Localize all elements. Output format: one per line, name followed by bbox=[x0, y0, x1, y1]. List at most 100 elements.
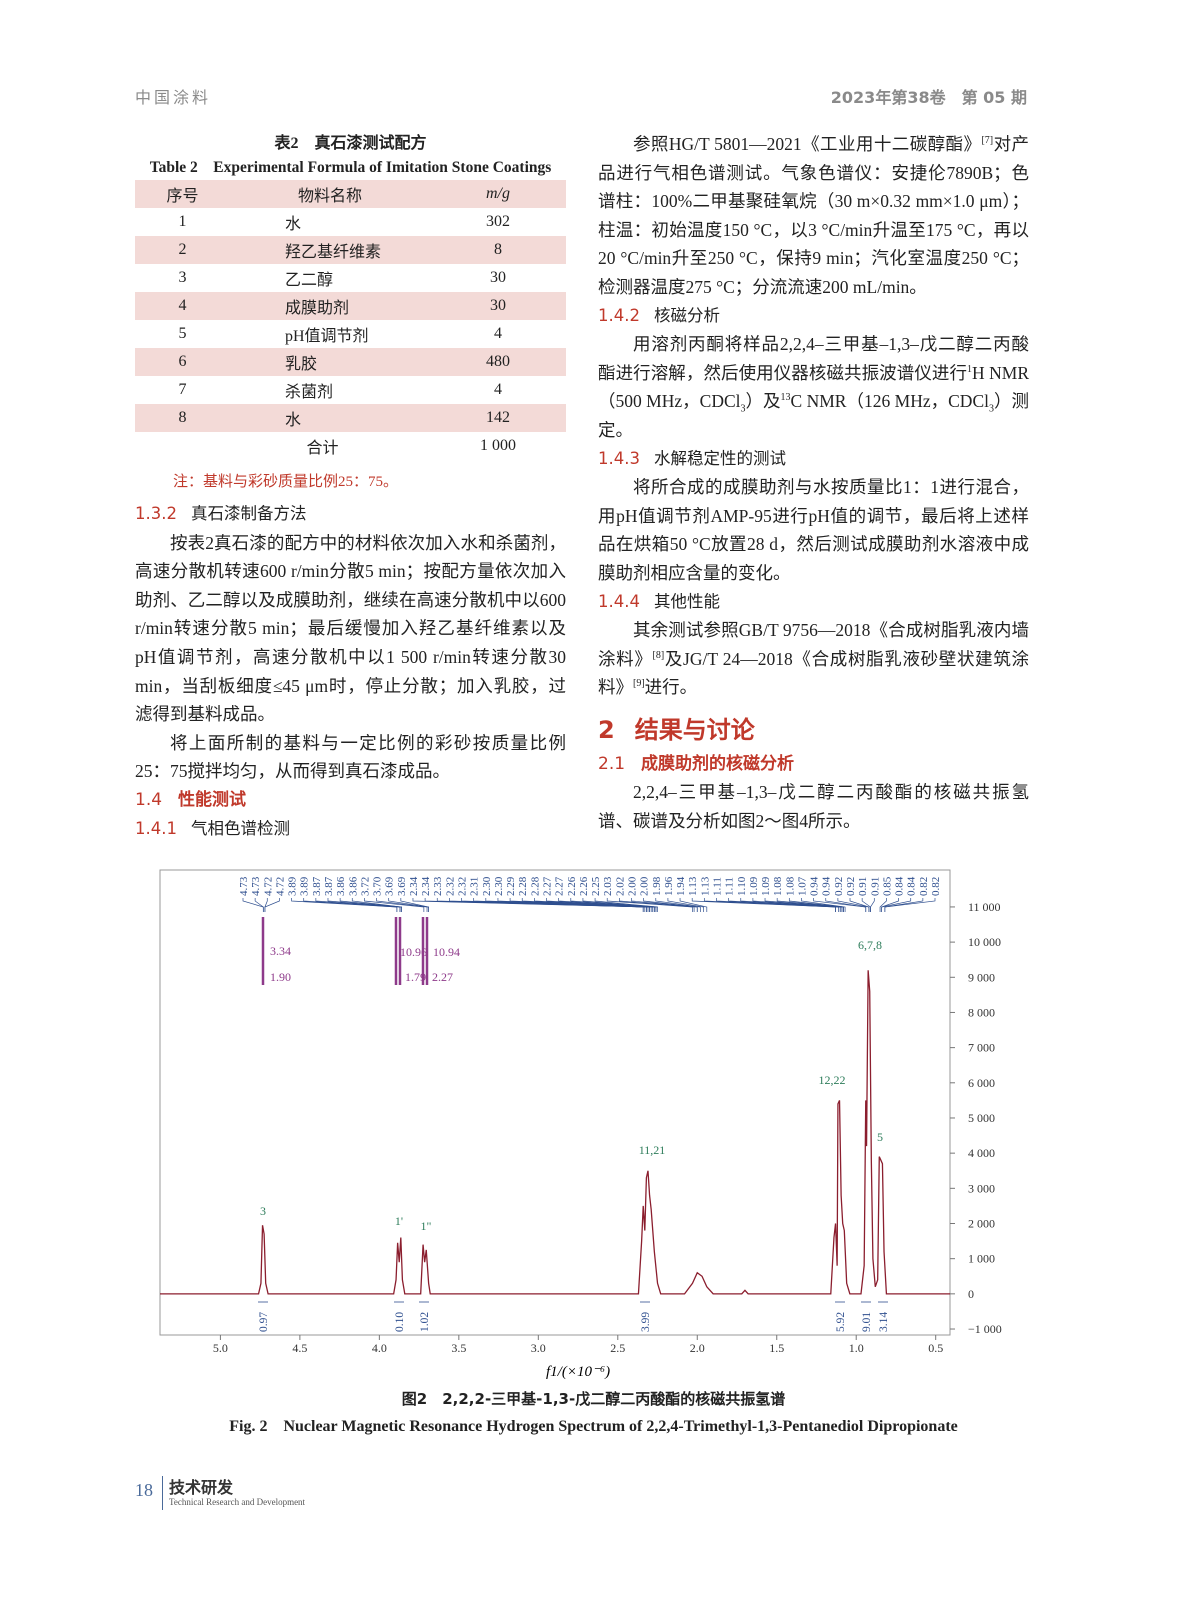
x-tick-label: 1.5 bbox=[769, 1341, 784, 1355]
shift-label: 4.72 bbox=[262, 877, 274, 896]
text: 及JG/T 24—2018《合成树脂乳液砂壁状建筑涂料》 bbox=[598, 648, 1029, 698]
heading: 1.4.4 其他性能 bbox=[598, 588, 1029, 617]
integral-insets bbox=[261, 917, 429, 985]
shift-label: 4.72 bbox=[274, 877, 286, 896]
integral-label: 1.02 bbox=[419, 1312, 431, 1332]
cell: 乳胶 bbox=[230, 348, 430, 376]
cell: 乙二醇 bbox=[285, 272, 334, 289]
shift-connector bbox=[788, 898, 844, 912]
shift-connector bbox=[619, 898, 695, 912]
shift-label: 2.03 bbox=[602, 876, 614, 896]
shift-label: 1.13 bbox=[687, 876, 699, 896]
shift-connector bbox=[534, 898, 654, 912]
x-tick-label: 4.0 bbox=[372, 1341, 387, 1355]
shift-connector bbox=[879, 898, 887, 912]
cell: 杀菌剂 bbox=[285, 384, 334, 401]
shift-connector bbox=[303, 898, 398, 912]
shift-label: 0.82 bbox=[918, 877, 930, 896]
cell: 合计 bbox=[306, 440, 339, 457]
heading-number: 1.4.4 bbox=[598, 591, 640, 611]
shift-connector bbox=[884, 898, 936, 912]
table-note: 注：基料与彩砂质量比例25：75。 bbox=[173, 474, 399, 490]
paragraph: 将所合成的成膜助剂与水按质量比1：1进行混合，用pH值调节剂AMP-95进行pH… bbox=[598, 477, 1029, 583]
table-row: 6 乳胶 480 bbox=[135, 348, 566, 376]
heading-text: 成膜助剂的核磁分析 bbox=[641, 753, 795, 774]
text: 对产品进行气相色谱测试。气象色谱仪：安捷伦7890B；色谱柱：100%二甲基聚硅… bbox=[598, 134, 1030, 297]
shift-label: 3.87 bbox=[323, 876, 335, 896]
shift-label: 1.10 bbox=[736, 876, 748, 896]
y-tick-label: 7 000 bbox=[968, 1041, 995, 1055]
issue: 2023年第38卷 第 05 期 bbox=[830, 88, 1027, 107]
figure-caption-en: Fig. 2 Nuclear Magnetic Resonance Hydrog… bbox=[229, 1418, 958, 1435]
cell: pH值调节剂 bbox=[285, 328, 369, 345]
shift-label: 0.91 bbox=[857, 877, 869, 896]
paragraph: 其余测试参照GB/T 9756—2018《合成树脂乳液内墙涂料》[8]及JG/T… bbox=[598, 616, 1029, 702]
shift-label: 2.34 bbox=[408, 876, 420, 896]
shift-connector bbox=[679, 898, 708, 912]
shift-label: 1.11 bbox=[711, 877, 723, 896]
x-tick-label: 2.0 bbox=[690, 1341, 705, 1355]
cell: 480 bbox=[430, 348, 566, 376]
shift-label: 2.31 bbox=[469, 877, 481, 896]
table-row: 8 水 142 bbox=[135, 404, 566, 432]
shift-label: 1.98 bbox=[651, 876, 663, 896]
shift-connector bbox=[728, 898, 840, 912]
table: 序号 物料名称 m/g 1 水 302 2 羟乙基纤维素 8 3 乙二醇 30 4 成膜助剂 30 5 p… bbox=[135, 180, 566, 460]
table-row: 7 杀菌剂 4 bbox=[135, 376, 566, 404]
shift-label: 2.26 bbox=[566, 876, 578, 896]
shift-label: 2.27 bbox=[542, 876, 554, 896]
shift-connector bbox=[364, 898, 425, 912]
shift-label: 3.86 bbox=[347, 876, 359, 896]
y-tick-label: 9 000 bbox=[968, 970, 995, 984]
shift-label: 0.94 bbox=[809, 876, 821, 896]
cell: 5 bbox=[178, 325, 187, 342]
cell: 8 bbox=[430, 236, 566, 264]
text: 其余测试参照GB/T 9756—2018《合成树脂乳液内墙涂料》 bbox=[598, 620, 1029, 669]
subscript: 3 bbox=[740, 403, 746, 415]
y-tick-label: 5 000 bbox=[968, 1111, 995, 1125]
heading: 1.4 性能测试 bbox=[135, 786, 566, 815]
peak-label: 3 bbox=[260, 1204, 266, 1218]
shift-connector bbox=[264, 898, 268, 912]
table-total: 合计 1 000 bbox=[135, 432, 566, 460]
shift-label: 2.32 bbox=[444, 877, 456, 896]
x-tick-label: 1.0 bbox=[849, 1341, 864, 1355]
shift-label: 0.84 bbox=[894, 876, 906, 896]
shift-label: 1.13 bbox=[699, 876, 711, 896]
shift-label: 1.96 bbox=[663, 876, 675, 896]
right-column: 参照HG/T 5801—2021《工业用十二碳醇酯》[7]对产品进行气相色谱测试… bbox=[598, 130, 1029, 836]
shift-label: 3.89 bbox=[299, 876, 311, 896]
shift-label: 2.02 bbox=[614, 877, 626, 896]
paragraph: 参照HG/T 5801—2021《工业用十二碳醇酯》[7]对产品进行气相色谱测试… bbox=[598, 130, 1029, 302]
shift-label: 4.73 bbox=[238, 876, 250, 896]
heading-text: 核磁分析 bbox=[653, 305, 720, 325]
shift-connector bbox=[801, 898, 846, 912]
plot-frame bbox=[159, 869, 951, 1336]
peak-label: 12,22 bbox=[819, 1073, 846, 1087]
citation: [9] bbox=[633, 678, 645, 690]
shift-connector bbox=[264, 898, 280, 912]
shift-connector bbox=[558, 898, 655, 912]
heading-number: 1.3.2 bbox=[135, 504, 177, 523]
integral-label: 3.14 bbox=[878, 1312, 890, 1332]
shift-label: 2.27 bbox=[554, 876, 566, 896]
y-tick-label: 3 000 bbox=[968, 1181, 995, 1195]
paragraph: 将上面所制的基料与一定比例的彩砂按质量比例25：75搅拌均匀，从而得到真石漆成品… bbox=[135, 732, 566, 782]
shift-label: 2.26 bbox=[578, 876, 590, 896]
x-tick-label: 4.5 bbox=[292, 1341, 307, 1355]
shift-label: 1.08 bbox=[772, 876, 784, 896]
shift-label: 4.73 bbox=[250, 876, 262, 896]
heading: 1.4.1 气相色谱检测 bbox=[135, 815, 566, 844]
heading-text: 真石漆制备方法 bbox=[190, 504, 307, 523]
paragraph: 按表2真石漆的配方中的材料依次加入水和杀菌剂，高速分散机转速600 r/min分… bbox=[135, 532, 566, 725]
cell: 水 bbox=[230, 404, 430, 432]
table-row: 5 pH值调节剂 4 bbox=[135, 320, 566, 348]
heading-number: 1.4.1 bbox=[135, 818, 177, 838]
x-tick-label: 0.5 bbox=[928, 1341, 943, 1355]
shift-label: 3.70 bbox=[372, 876, 384, 896]
shift-label: 2.34 bbox=[420, 876, 432, 896]
column-header: m/g bbox=[430, 180, 566, 208]
left-column: 1.3.2 真石漆制备方法 按表2真石漆的配方中的材料依次加入水和杀菌剂，高速分散… bbox=[135, 500, 566, 843]
